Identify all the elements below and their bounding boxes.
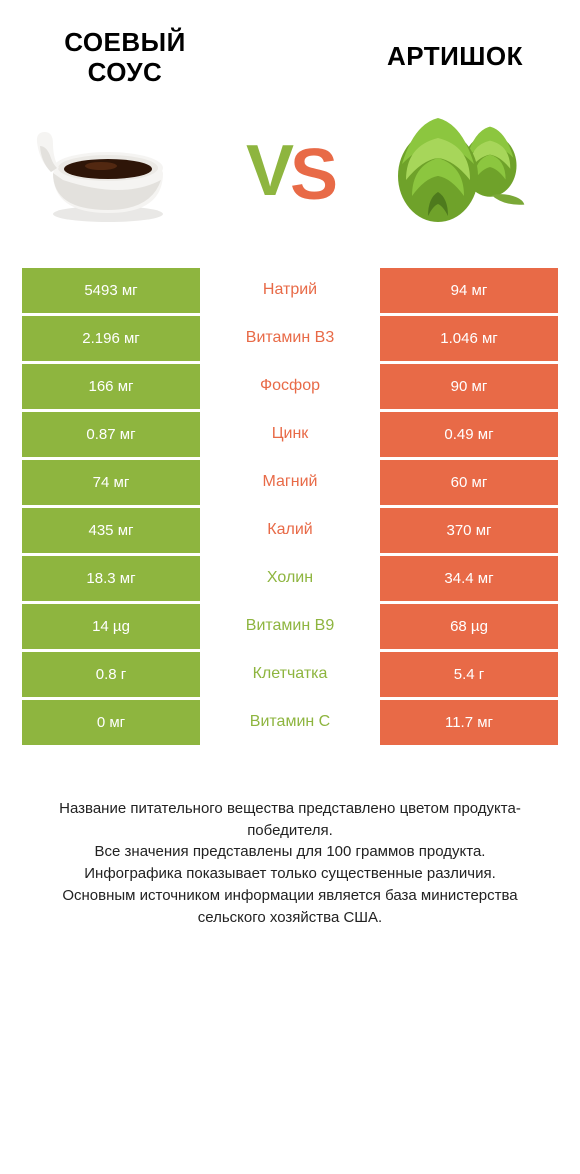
nutrient-label: Цинк (200, 412, 380, 457)
table-row: 0.87 мгЦинк0.49 мг (22, 412, 558, 457)
vs-v: V (246, 130, 290, 212)
vs-label: VS (246, 132, 334, 214)
nutrient-label: Холин (200, 556, 380, 601)
left-value-cell: 0 мг (22, 700, 200, 745)
footer-line: Название питательного вещества представл… (36, 798, 544, 842)
table-row: 14 µgВитамин B968 µg (22, 604, 558, 649)
nutrient-label: Фосфор (200, 364, 380, 409)
right-value-cell: 1.046 мг (380, 316, 558, 361)
nutrient-label: Витамин B3 (200, 316, 380, 361)
nutrient-label: Натрий (200, 268, 380, 313)
right-value-cell: 370 мг (380, 508, 558, 553)
table-row: 18.3 мгХолин34.4 мг (22, 556, 558, 601)
footer-line: Все значения представлены для 100 граммо… (36, 841, 544, 863)
right-value-cell: 90 мг (380, 364, 558, 409)
right-value-cell: 68 µg (380, 604, 558, 649)
left-value-cell: 2.196 мг (22, 316, 200, 361)
left-value-cell: 166 мг (22, 364, 200, 409)
nutrient-label: Клетчатка (200, 652, 380, 697)
left-value-cell: 0.8 г (22, 652, 200, 697)
table-row: 5493 мгНатрий94 мг (22, 268, 558, 313)
right-value-cell: 60 мг (380, 460, 558, 505)
footer-notes: Название питательного вещества представл… (0, 748, 580, 929)
comparison-table: 5493 мгНатрий94 мг2.196 мгВитамин B31.04… (0, 268, 580, 745)
nutrient-label: Калий (200, 508, 380, 553)
artichoke-image (392, 108, 552, 238)
table-row: 0.8 гКлетчатка5.4 г (22, 652, 558, 697)
table-row: 166 мгФосфор90 мг (22, 364, 558, 409)
nutrient-label: Магний (200, 460, 380, 505)
right-value-cell: 94 мг (380, 268, 558, 313)
nutrient-label: Витамин C (200, 700, 380, 745)
nutrient-label: Витамин B9 (200, 604, 380, 649)
footer-line: Инфографика показывает только существенн… (36, 863, 544, 885)
soy-sauce-image (28, 108, 188, 238)
left-food-title: СОЕВЫЙ СОУС (40, 28, 210, 88)
right-value-cell: 5.4 г (380, 652, 558, 697)
vs-row: VS (0, 98, 580, 268)
left-value-cell: 14 µg (22, 604, 200, 649)
right-value-cell: 0.49 мг (380, 412, 558, 457)
table-row: 435 мгКалий370 мг (22, 508, 558, 553)
table-row: 2.196 мгВитамин B31.046 мг (22, 316, 558, 361)
table-row: 74 мгМагний60 мг (22, 460, 558, 505)
left-value-cell: 18.3 мг (22, 556, 200, 601)
left-value-cell: 5493 мг (22, 268, 200, 313)
header: СОЕВЫЙ СОУС АРТИШОК (0, 0, 580, 98)
left-value-cell: 74 мг (22, 460, 200, 505)
right-value-cell: 34.4 мг (380, 556, 558, 601)
left-value-cell: 435 мг (22, 508, 200, 553)
footer-line: Основным источником информации является … (36, 885, 544, 929)
right-food-title: АРТИШОК (370, 42, 540, 72)
right-value-cell: 11.7 мг (380, 700, 558, 745)
left-value-cell: 0.87 мг (22, 412, 200, 457)
vs-s: S (290, 134, 334, 216)
table-row: 0 мгВитамин C11.7 мг (22, 700, 558, 745)
